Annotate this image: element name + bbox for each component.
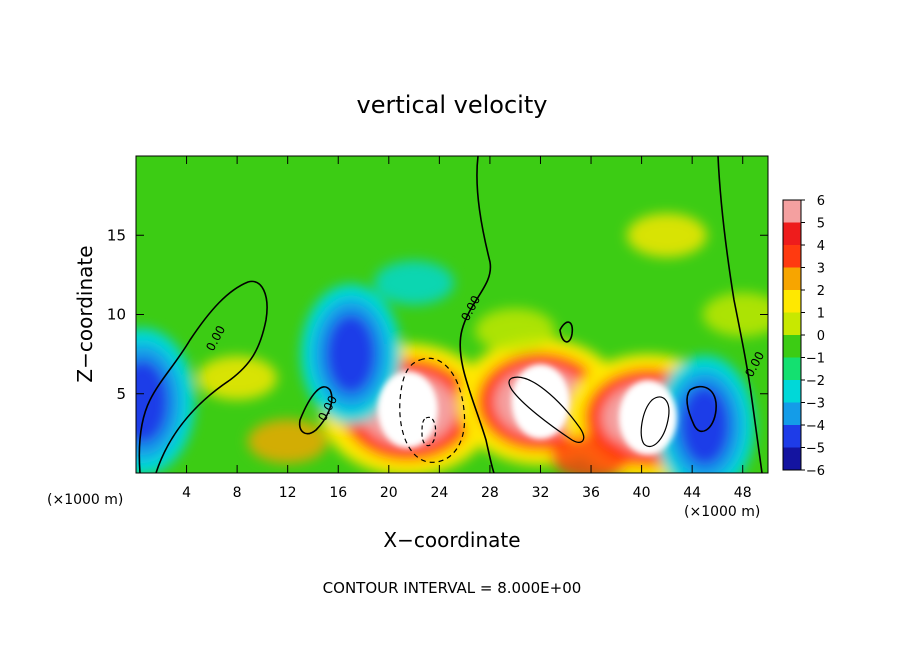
zero-contour-right — [717, 156, 763, 473]
x-tick-label: 32 — [532, 485, 550, 501]
colorbar: 6 5 4 3 2 1 0 −1 −2 −3 −4 −5 −6 — [782, 194, 825, 479]
x-axis: 4 8 12 16 20 24 28 32 36 40 44 48 — [182, 156, 752, 501]
colorbar-swatch — [783, 267, 801, 290]
x-unit-right: (×1000 m) — [684, 504, 760, 520]
x-unit-left: (×1000 m) — [47, 492, 123, 508]
colorbar-label: −1 — [806, 352, 825, 367]
chart-title: vertical velocity — [357, 91, 548, 119]
colorbar-swatch — [783, 357, 801, 380]
colorbar-swatch — [783, 245, 801, 268]
colorbar-label: 0 — [817, 329, 825, 344]
colorbar-label: 5 — [817, 217, 825, 232]
field-texture — [475, 308, 556, 353]
field-blob-downdraft-edge — [136, 359, 169, 444]
x-tick-label: 36 — [582, 485, 600, 501]
colorbar-label: −2 — [806, 374, 825, 389]
y-axis-title: Z−coordinate — [73, 245, 97, 382]
y-tick-label: 5 — [116, 385, 126, 403]
core-contour-east — [640, 396, 670, 448]
field-texture — [551, 435, 632, 473]
field-texture — [702, 292, 768, 337]
zero-contour-small-2 — [559, 321, 574, 343]
colorbar-swatch — [783, 312, 801, 335]
colorbar-swatch — [783, 335, 801, 358]
contour-lines — [138, 156, 763, 473]
colorbar-label: −3 — [806, 397, 825, 412]
core-updraft-core-center — [511, 364, 570, 439]
colorbar-label: −4 — [806, 419, 825, 434]
x-tick-label: 4 — [182, 485, 191, 501]
x-tick-label: 28 — [481, 485, 499, 501]
colorbar-swatch — [783, 402, 801, 425]
field-texture — [626, 213, 707, 258]
x-axis-title: X−coordinate — [383, 528, 520, 552]
zero-contour-small-3 — [686, 385, 717, 433]
colorbar-swatch — [783, 380, 801, 403]
y-axis: 5 10 15 — [107, 226, 768, 403]
colorbar-swatch — [783, 290, 801, 313]
contour-interval-note: CONTOUR INTERVAL = 8.000E+00 — [323, 579, 582, 597]
x-tick-label: 48 — [734, 485, 752, 501]
colorbar-label: 6 — [817, 194, 825, 209]
core-contour-west-inner — [421, 416, 437, 447]
y-tick-label: 15 — [107, 226, 126, 244]
x-tick-label: 12 — [279, 485, 297, 501]
field-texture — [374, 260, 455, 305]
colorbar-label: 3 — [817, 262, 825, 277]
x-tick-label: 20 — [380, 485, 398, 501]
field-texture — [247, 419, 328, 464]
zero-contour-east-of-center — [459, 156, 495, 473]
field-blob-downdraft-east — [679, 385, 730, 466]
core-contour-center — [508, 376, 585, 443]
zero-contour-west — [138, 280, 268, 473]
zero-contour-small-1 — [298, 386, 333, 435]
colorbar-swatch — [783, 200, 801, 223]
colorbar-label: 2 — [817, 284, 825, 299]
colorbar-swatch — [783, 222, 801, 245]
field-texture — [197, 355, 278, 400]
core-contour-west-dashed — [399, 357, 466, 463]
plot-area — [136, 156, 768, 473]
y-tick-label: 10 — [107, 306, 126, 324]
x-tick-label: 44 — [683, 485, 701, 501]
colorbar-label: 1 — [817, 307, 825, 322]
x-tick-label: 40 — [633, 485, 651, 501]
colorbar-label: 4 — [817, 239, 825, 254]
colorbar-label: −5 — [806, 442, 825, 457]
x-tick-label: 8 — [233, 485, 242, 501]
x-tick-label: 16 — [329, 485, 347, 501]
core-updraft-core-west — [377, 371, 438, 448]
colorbar-swatch — [783, 447, 801, 470]
field-blob-downdraft-west — [325, 314, 376, 395]
colorbar-label: −6 — [806, 464, 825, 479]
x-tick-label: 24 — [430, 485, 448, 501]
colorbar-swatch — [783, 425, 801, 448]
core-contours — [399, 357, 670, 463]
